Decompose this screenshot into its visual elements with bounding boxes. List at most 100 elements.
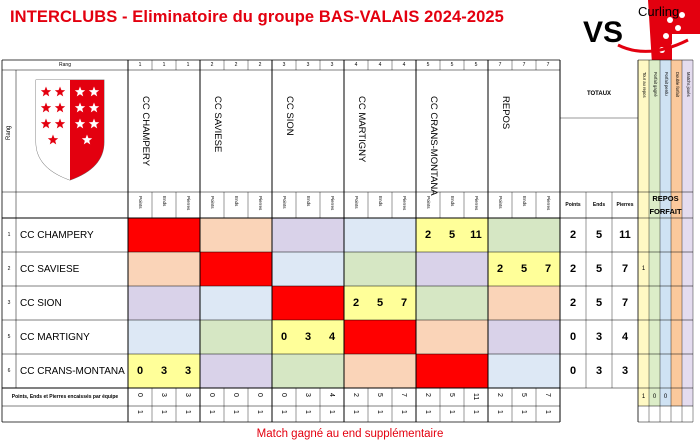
match-result: 7 — [400, 297, 408, 309]
matches-played: 1 — [184, 410, 191, 414]
rang-number: 5 — [450, 62, 454, 68]
rang-number: 1 — [138, 62, 142, 68]
row-total: 2 — [569, 263, 577, 275]
extra-col-label: Double forfait — [675, 72, 680, 97]
matches-played: 1 — [496, 410, 503, 414]
matches-played: 1 — [376, 410, 383, 414]
matches-played: 1 — [424, 410, 431, 414]
rang-number: 3 — [306, 62, 310, 68]
rang-number: 5 — [426, 62, 430, 68]
rang-number: 4 — [354, 62, 358, 68]
rang-header-label: Rang — [59, 62, 71, 68]
extra-col-label: Tour au repos — [642, 72, 647, 98]
totals-sub-label: Ends — [592, 202, 606, 208]
encaisse-value: 3 — [160, 393, 167, 397]
row-team-name: CC SION — [20, 297, 62, 309]
extra-col-label: Matchs joués — [686, 72, 691, 97]
matches-played: 1 — [160, 410, 167, 414]
row-total: 5 — [595, 263, 603, 275]
rang-number: 4 — [402, 62, 406, 68]
row-rank: 6 — [7, 368, 11, 374]
row-rank: 2 — [7, 266, 11, 272]
matches-played: 1 — [520, 410, 527, 414]
column-team-name: CC SION — [284, 96, 295, 136]
matches-played: 1 — [472, 410, 479, 414]
forfait-label: FORFAIT — [649, 207, 682, 216]
row-team-name: CC MARTIGNY — [20, 331, 90, 343]
rang-number: 2 — [234, 62, 238, 68]
sub-label: Ends — [522, 196, 527, 207]
rang-number: 7 — [498, 62, 502, 68]
totals-header: TOTAUX — [586, 91, 612, 97]
encaisse-value: 2 — [496, 393, 503, 397]
rang-number: 3 — [330, 62, 334, 68]
encaisse-value: 2 — [352, 393, 359, 397]
column-team-name: REPOS — [500, 96, 511, 130]
rang-number: 2 — [258, 62, 262, 68]
curling-vs-logo: Curling VS — [583, 0, 700, 64]
matches-played: 1 — [352, 410, 359, 414]
sub-label: Ends — [234, 196, 239, 207]
match-result: 4 — [328, 331, 336, 343]
rang-number: 5 — [474, 62, 478, 68]
row-rank: 5 — [7, 334, 11, 340]
match-result: 3 — [160, 365, 168, 377]
svg-text:Curling: Curling — [638, 4, 679, 19]
match-result: 2 — [352, 297, 360, 309]
row-total: 11 — [619, 229, 631, 241]
totals-sub-label: Points — [565, 202, 581, 208]
matches-played: 1 — [232, 410, 239, 414]
matches-played: 1 — [400, 410, 407, 414]
encaisse-value: 7 — [544, 393, 551, 397]
sub-label: Points — [498, 196, 503, 209]
encaisse-value: 0 — [136, 393, 143, 397]
sub-label: Points — [138, 196, 143, 209]
row-total: 3 — [621, 365, 629, 377]
row-total: 5 — [595, 297, 603, 309]
extra-value: 1 — [641, 266, 646, 272]
match-result: 2 — [496, 263, 504, 275]
match-result: 5 — [448, 229, 456, 241]
extra-col-label: Forfait perdu — [664, 72, 669, 96]
encaisse-value: 4 — [328, 393, 335, 397]
sub-label: Pierres — [402, 196, 407, 211]
rang-number: 3 — [282, 62, 286, 68]
repos-label: REPOS — [652, 194, 679, 203]
matches-played: 1 — [256, 410, 263, 414]
rang-vertical-label: Rang — [6, 125, 12, 140]
column-team-name: CC CHAMPERY — [140, 96, 151, 167]
match-result: 11 — [470, 229, 482, 241]
sub-label: Ends — [162, 196, 167, 207]
rang-number: 7 — [546, 62, 550, 68]
row-total: 7 — [621, 263, 629, 275]
match-result: 0 — [136, 365, 144, 377]
row-rank: 1 — [7, 232, 11, 238]
encaisse-value: 3 — [304, 393, 311, 397]
column-team-name: CC MARTIGNY — [356, 96, 367, 163]
encaisse-value: 5 — [448, 393, 455, 397]
matches-played: 1 — [136, 410, 143, 414]
matches-played: 1 — [448, 410, 455, 414]
encaisses-label: Points, Ends et Pierres encaissés par éq… — [11, 393, 119, 400]
matches-played: 1 — [280, 410, 287, 414]
row-rank: 3 — [7, 300, 11, 306]
encaisse-value: 11 — [472, 393, 479, 401]
row-total: 4 — [621, 331, 629, 343]
sub-label: Pierres — [330, 196, 335, 211]
match-result: 5 — [520, 263, 528, 275]
row-team-name: CC CHAMPERY — [20, 229, 94, 241]
row-total: 2 — [569, 297, 577, 309]
matches-played: 1 — [304, 410, 311, 414]
column-team-name: CC SAVIESE — [212, 96, 223, 153]
valais-crest-icon — [35, 79, 105, 181]
encaisse-value: 2 — [424, 393, 431, 397]
row-total: 3 — [595, 365, 603, 377]
match-result: 0 — [280, 331, 288, 343]
encaisse-value: 0 — [280, 393, 287, 397]
row-total: 3 — [595, 331, 603, 343]
rang-number: 2 — [210, 62, 214, 68]
match-result: 2 — [424, 229, 432, 241]
row-team-name: CC SAVIESE — [20, 263, 80, 275]
encaisse-extra: 0 — [663, 394, 668, 400]
row-total: 5 — [595, 229, 603, 241]
